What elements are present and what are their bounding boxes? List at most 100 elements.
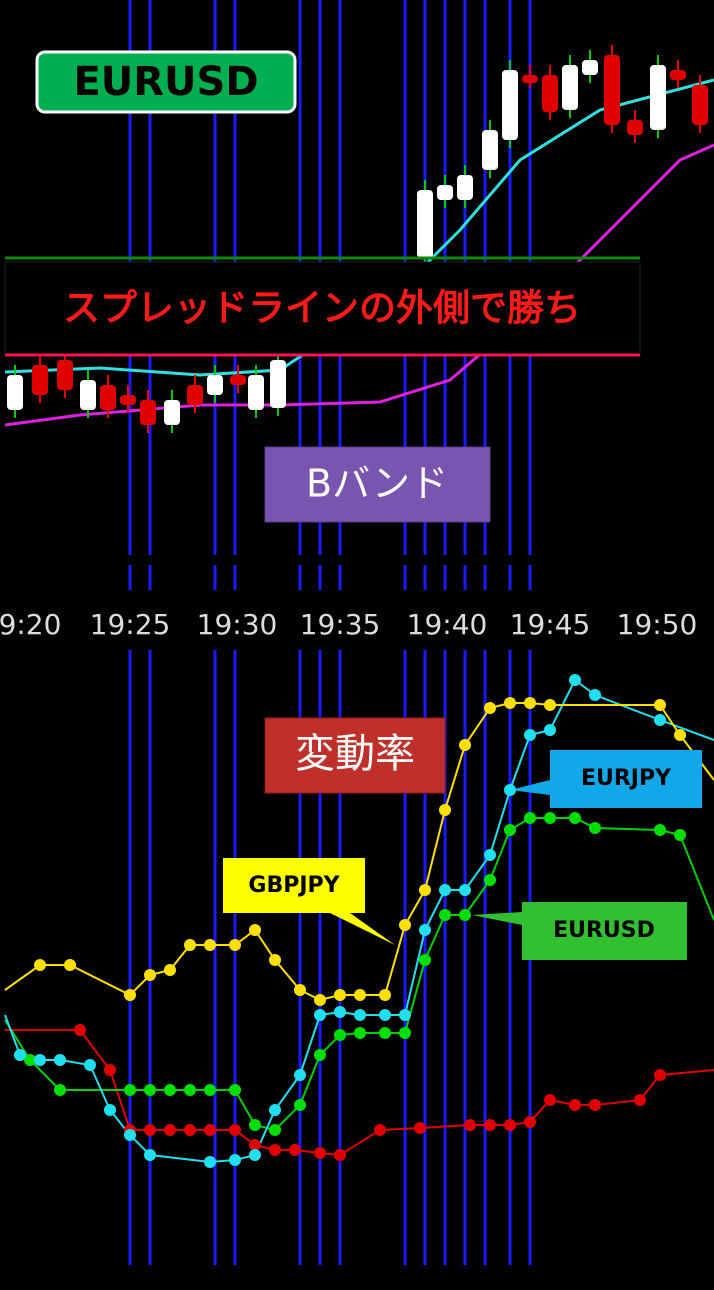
badge-text: EURUSD (73, 59, 258, 105)
line-dot (184, 1124, 196, 1136)
line-dot (34, 1054, 46, 1066)
line-dot (34, 959, 46, 971)
line-dot (379, 1009, 391, 1021)
candle (562, 65, 578, 110)
line-dot (654, 1069, 666, 1081)
line-dot (294, 1069, 306, 1081)
line-dot (144, 1084, 156, 1096)
candle (627, 120, 643, 135)
line-dot (84, 1059, 96, 1071)
candle (57, 360, 73, 390)
line-dot (269, 1124, 281, 1136)
rate-text: 変動率 (295, 731, 415, 777)
line-dot (24, 1054, 36, 1066)
line-dot (334, 1149, 346, 1161)
line-dot (334, 1006, 346, 1018)
line-dot (14, 1049, 26, 1061)
line-dot (354, 1009, 366, 1021)
line-dot (569, 812, 581, 824)
line-dot (314, 1049, 326, 1061)
line-dot (124, 1084, 136, 1096)
line-dot (314, 994, 326, 1006)
line-dot (204, 1124, 216, 1136)
candle (522, 75, 538, 83)
candle (502, 70, 518, 140)
line-dot (654, 714, 666, 726)
line-dot (269, 1144, 281, 1156)
candle (230, 375, 246, 385)
callout-eurusd (472, 902, 687, 960)
line-dot (204, 1156, 216, 1168)
line-dot (399, 919, 411, 931)
line-dot (334, 989, 346, 1001)
line-dot (294, 984, 306, 996)
line-dot (399, 1027, 411, 1039)
candle (140, 400, 156, 425)
line-dot (229, 939, 241, 951)
line-dot (484, 1119, 496, 1131)
line-dot (504, 784, 516, 796)
candle (270, 360, 286, 408)
line-dot (164, 1124, 176, 1136)
line-dot (354, 1027, 366, 1039)
line-dot (544, 699, 556, 711)
line-dot (124, 1129, 136, 1141)
line-dot (484, 849, 496, 861)
line-dot (459, 884, 471, 896)
line-dot (229, 1084, 241, 1096)
line-dot (249, 924, 261, 936)
candle (248, 375, 264, 410)
candle (482, 130, 498, 170)
time-label: 19:25 (90, 608, 171, 641)
line-dot (104, 1104, 116, 1116)
candle (32, 365, 48, 395)
bband-text: Bバンド (306, 462, 448, 506)
line-dot (569, 1099, 581, 1111)
callout-eurjpy-text: EURJPY (581, 766, 672, 791)
time-label: 19:30 (197, 608, 278, 641)
line-dot (184, 939, 196, 951)
line-dot (589, 1099, 601, 1111)
line-dot (124, 989, 136, 1001)
line-dot (484, 874, 496, 886)
banner-text: スプレッドラインの外側で勝ち (63, 287, 581, 330)
line-dot (504, 1119, 516, 1131)
candle (207, 375, 223, 395)
candle (542, 75, 558, 112)
line-dot (544, 812, 556, 824)
line-dot (419, 924, 431, 936)
line-dot (249, 1119, 261, 1131)
callout-eurusd-text: EURUSD (553, 918, 655, 943)
line-dot (269, 954, 281, 966)
time-label: 19:40 (407, 608, 488, 641)
line-dot (544, 724, 556, 736)
line-dot (374, 1124, 386, 1136)
candle (437, 185, 453, 200)
line-dot (464, 1119, 476, 1131)
line-dot (164, 964, 176, 976)
candles (7, 45, 708, 433)
line-dot (104, 1064, 116, 1076)
banner-box (4, 261, 641, 355)
line-dot (289, 1144, 301, 1156)
badge (35, 50, 297, 114)
callout-gbpjpy (223, 858, 395, 945)
line-dot (439, 909, 451, 921)
candle (650, 65, 666, 130)
line-dot (249, 1149, 261, 1161)
line-dot (334, 1029, 346, 1041)
line-dot (439, 884, 451, 896)
line-dot (524, 812, 536, 824)
line-dot (354, 989, 366, 1001)
line-dot (419, 884, 431, 896)
time-label: 19:50 (617, 608, 698, 641)
line-dot (504, 824, 516, 836)
candle (582, 60, 598, 75)
time-label: 19:35 (300, 608, 381, 641)
line-dot (164, 1084, 176, 1096)
line-dot (229, 1124, 241, 1136)
line-dot (419, 954, 431, 966)
candle (80, 380, 96, 410)
line-dot (229, 1154, 241, 1166)
